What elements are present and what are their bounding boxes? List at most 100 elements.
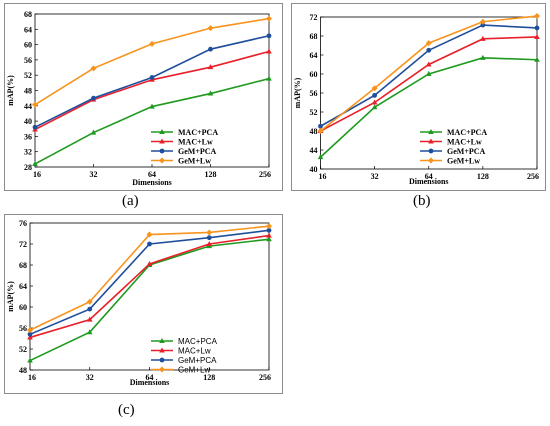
data-point [318,123,323,129]
x-tick-label: 32 [86,373,94,382]
y-axis-label: mAP(%) [6,75,15,106]
data-point [32,124,38,130]
y-tick-label: 40 [24,117,32,126]
legend-label: GeM+PCA [178,356,217,365]
legend-label: MAC+PCA [178,337,218,346]
y-tick-label: 68 [310,32,318,41]
x-axis-label: Dimensions [130,378,170,387]
legend-marker [428,138,434,144]
data-point [27,331,33,337]
data-point [207,64,214,70]
data-point [534,33,540,39]
y-tick-label: 44 [24,102,32,111]
y-tick-label: 52 [24,71,32,80]
legend-marker [159,148,165,154]
data-point [372,92,378,98]
legend-label: MAC+Lw [178,347,211,356]
data-point [32,101,38,108]
data-point [149,40,155,47]
legend-marker [159,347,165,353]
y-tick-label: 60 [19,303,27,312]
y-tick-label: 44 [310,146,318,155]
y-tick-label: 56 [310,89,318,98]
y-tick-label: 68 [24,10,32,19]
data-point [207,25,214,32]
chart-c: 48 52 56 60 64 68 72 76 16 32 64 128 256 Dimensions mA… [6,219,272,387]
data-point [90,65,97,72]
data-point [425,40,432,47]
data-point [480,35,486,41]
data-point [27,327,33,334]
y-tick-label: 56 [24,56,32,65]
x-tick-label: 32 [371,172,379,181]
y-tick-label: 40 [310,165,318,174]
data-point [32,160,38,166]
x-axis-label: Dimensions [409,177,449,186]
y-axis-label: mAP(%) [6,281,15,312]
x-tick-label: 256 [259,373,271,382]
data-point [371,99,378,105]
plot-area [320,16,538,170]
data-point [266,48,272,54]
legend-marker [428,148,434,154]
data-point [207,90,214,96]
data-point [146,260,153,266]
legend-label: GeM+PCA [447,147,486,156]
y-tick-label: 72 [310,13,318,22]
series-line [29,234,270,339]
y-tick-label: 48 [19,366,27,375]
chart-panel-b: 40 44 48 52 56 60 64 68 72 16 32 64 128 256 Dimensions… [291,3,546,191]
y-tick-label: 76 [19,219,27,228]
data-point [206,235,212,241]
data-point [206,229,213,236]
legend-marker [159,138,165,144]
legend-marker [428,129,434,134]
y-tick-label: 28 [24,163,32,172]
x-tick-label: 256 [259,170,271,179]
y-tick-label: 60 [310,70,318,79]
legend-label: MAC+Lw [447,138,482,147]
chart-a: 28 32 36 40 44 48 52 56 60 64 68 16 32 64 128 256 Dimens… [6,10,272,187]
series-line [29,238,270,362]
y-axis-label: mAP(%) [293,77,302,108]
data-point [479,18,486,25]
caption-a: (a) [122,193,139,209]
y-tick-label: 64 [310,51,318,60]
legend-marker [159,366,165,373]
data-point [266,33,272,39]
x-tick-label: 128 [477,172,489,181]
legend-label: GeM+Lw [178,157,211,166]
caption-b: (b) [413,193,431,209]
data-point [480,22,486,28]
chart-b: 40 44 48 52 56 60 64 68 72 16 32 64 128 256 Dimensions… [293,13,540,186]
chart-panel-c: 48 52 56 60 64 68 72 76 16 32 64 128 256 Dimensions mA… [4,214,283,394]
data-point [146,231,153,238]
legend-label: GeM+Lw [178,366,210,375]
data-point [87,306,93,312]
data-point [371,85,378,92]
x-axis-label: Dimensions [132,178,172,187]
data-point [206,241,213,246]
data-point [480,54,486,60]
data-point [534,56,540,62]
x-tick-label: 128 [205,170,217,179]
legend-marker [428,157,434,164]
y-tick-label: 60 [24,41,32,50]
legend-marker [159,338,165,343]
caption-c: (c) [118,402,135,418]
x-tick-label: 32 [90,170,98,179]
y-tick-label: 52 [310,108,318,117]
x-tick-label: 64 [148,170,156,179]
data-point [371,104,378,110]
data-point [266,227,272,233]
legend-label: MAC+PCA [447,128,487,137]
legend-marker [159,129,165,134]
data-point [90,129,97,135]
data-point [147,241,152,247]
y-tick-label: 68 [19,261,27,270]
data-point [266,15,272,22]
data-point [149,75,155,80]
y-tick-label: 64 [24,25,32,34]
